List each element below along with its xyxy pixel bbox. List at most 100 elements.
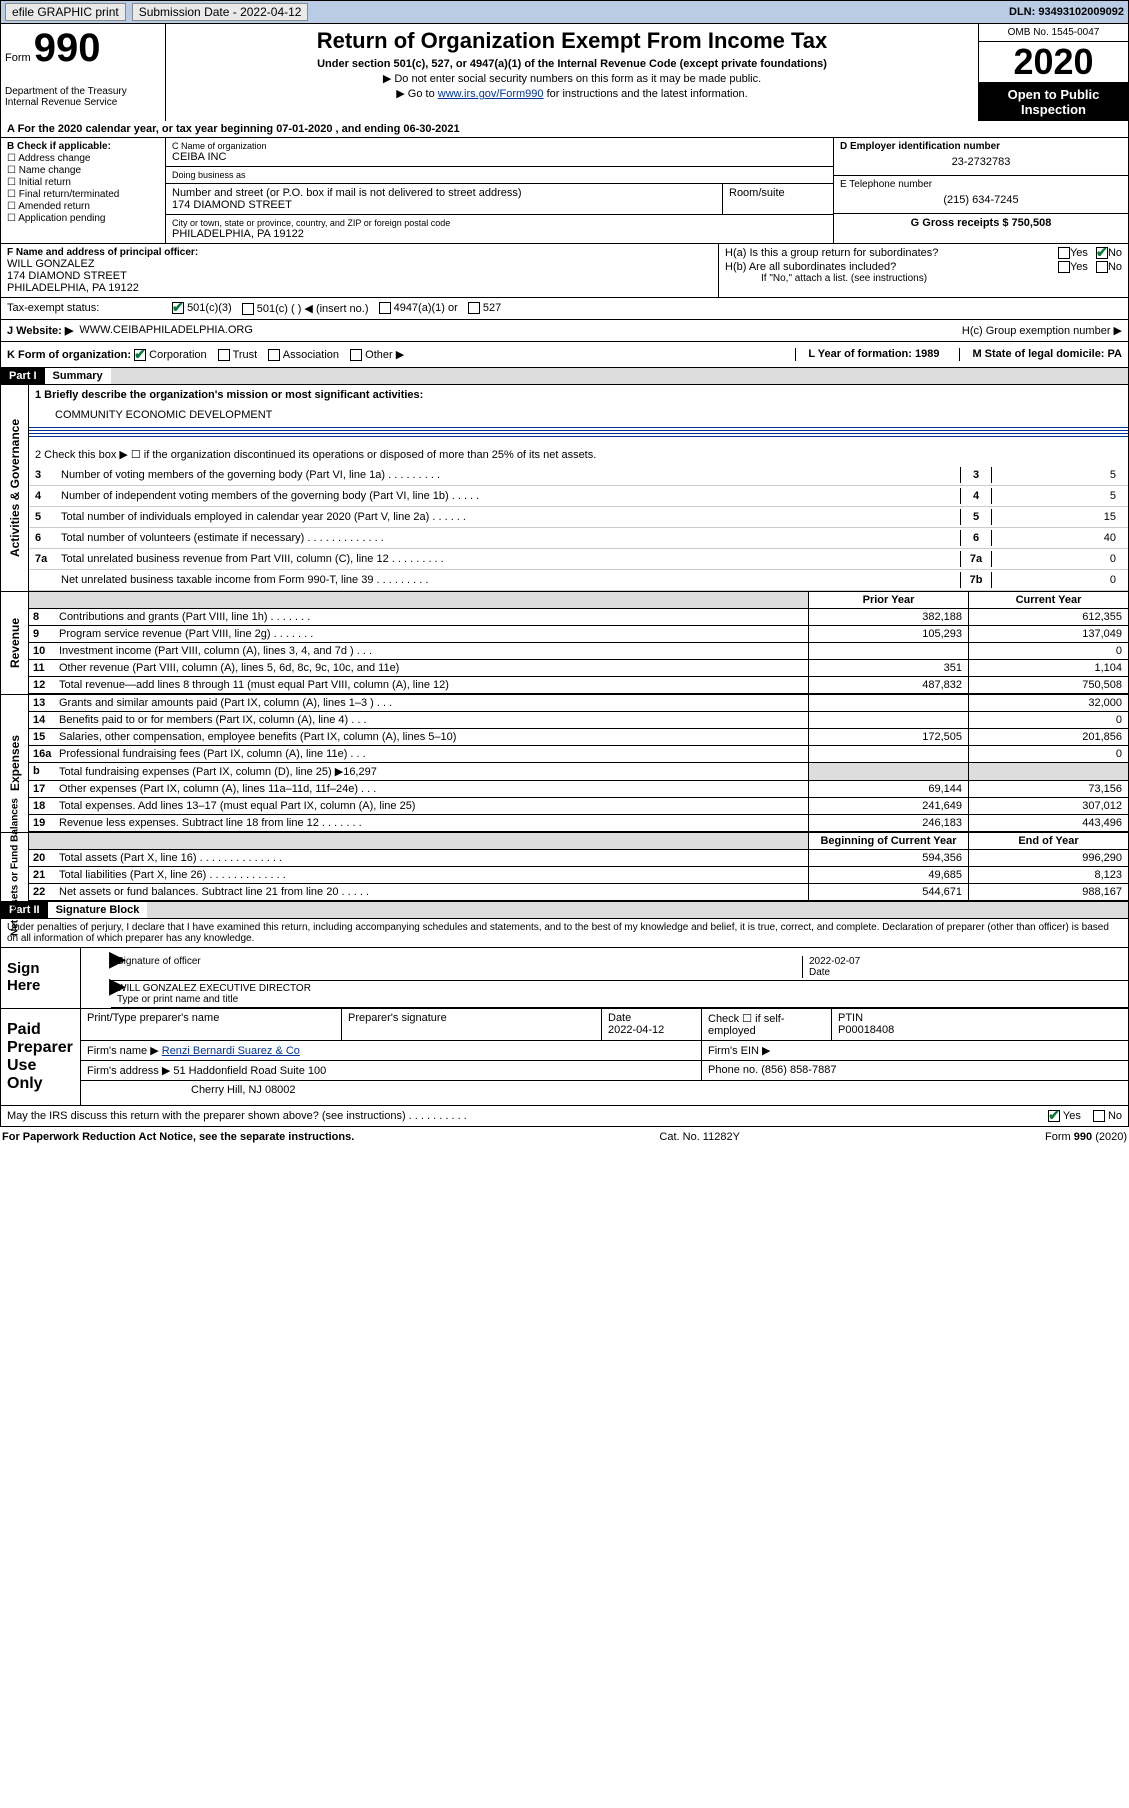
state-domicile: M State of legal domicile: PA: [959, 348, 1122, 361]
discuss-yes[interactable]: [1048, 1110, 1060, 1122]
summary-line: Net unrelated business taxable income fr…: [29, 570, 1128, 591]
sign-here-label: Sign Here: [1, 948, 81, 1008]
prep-date: Date 2022-04-12: [601, 1009, 701, 1040]
side-rev: Revenue: [8, 618, 22, 668]
netassets-section: Net Assets or Fund Balances Beginning of…: [0, 833, 1129, 902]
table-row: 8Contributions and grants (Part VIII, li…: [29, 609, 1128, 626]
efile-button[interactable]: efile GRAPHIC print: [5, 3, 126, 21]
form-number: 990: [34, 26, 101, 70]
page-footer: For Paperwork Reduction Act Notice, see …: [0, 1127, 1129, 1147]
table-row: 15Salaries, other compensation, employee…: [29, 729, 1128, 746]
hb-no[interactable]: [1096, 261, 1108, 273]
side-na: Net Assets or Fund Balances: [9, 798, 20, 936]
box-f: F Name and address of principal officer:…: [1, 244, 718, 297]
expenses-section: Expenses 13Grants and similar amounts pa…: [0, 695, 1129, 833]
firm-name-link[interactable]: Renzi Bernardi Suarez & Co: [162, 1045, 300, 1057]
right-header-box: OMB No. 1545-0047 2020 Open to Public In…: [978, 24, 1128, 121]
form-header: Form 990 Department of the Treasury Inte…: [0, 24, 1129, 121]
prep-selfemp: Check ☐ if self-employed: [701, 1009, 831, 1040]
chk-trust[interactable]: [218, 349, 230, 361]
side-ag: Activities & Governance: [8, 419, 22, 557]
ha-yes[interactable]: [1058, 247, 1070, 259]
ha-no[interactable]: [1096, 247, 1108, 259]
summary-line: 7aTotal unrelated business revenue from …: [29, 549, 1128, 570]
chk-527[interactable]: [468, 302, 480, 314]
chk-application-pending[interactable]: ☐ Application pending: [7, 213, 159, 224]
prep-name-label: Print/Type preparer's name: [81, 1009, 341, 1040]
table-row: 11Other revenue (Part VIII, column (A), …: [29, 660, 1128, 677]
k-row: K Form of organization: Corporation Trus…: [0, 342, 1129, 368]
city-label: City or town, state or province, country…: [172, 218, 827, 228]
form-number-box: Form 990 Department of the Treasury Inte…: [1, 24, 166, 121]
table-row: 16aProfessional fundraising fees (Part I…: [29, 746, 1128, 763]
table-row: bTotal fundraising expenses (Part IX, co…: [29, 763, 1128, 781]
table-row: 20Total assets (Part X, line 16) . . . .…: [29, 850, 1128, 867]
officer-addr2: PHILADELPHIA, PA 19122: [7, 282, 712, 294]
year-formation: L Year of formation: 1989: [795, 348, 939, 361]
firm-phone: Phone no. (856) 858-7887: [701, 1061, 1128, 1080]
sig-officer-label: Signature of officer: [117, 956, 802, 978]
hdr-current: Current Year: [968, 592, 1128, 608]
chk-amended-return[interactable]: ☐ Amended return: [7, 201, 159, 212]
prep-ptin: PTIN P00018408: [831, 1009, 1128, 1040]
table-row: 14Benefits paid to or for members (Part …: [29, 712, 1128, 729]
table-row: 12Total revenue—add lines 8 through 11 (…: [29, 677, 1128, 694]
chk-initial-return[interactable]: ☐ Initial return: [7, 177, 159, 188]
title-box: Return of Organization Exempt From Incom…: [166, 24, 978, 121]
phone-label: E Telephone number: [840, 179, 1122, 190]
website-value: WWW.CEIBAPHILADELPHIA.ORG: [79, 324, 253, 337]
arrow-icon: ▶: [109, 973, 126, 999]
box-b: B Check if applicable: ☐ Address change …: [1, 138, 166, 243]
gross-receipts: G Gross receipts $ 750,508: [840, 217, 1122, 229]
table-row: 19Revenue less expenses. Subtract line 1…: [29, 815, 1128, 832]
footer-left: For Paperwork Reduction Act Notice, see …: [2, 1131, 354, 1143]
section-fh: F Name and address of principal officer:…: [0, 244, 1129, 298]
paid-preparer-label: Paid Preparer Use Only: [1, 1009, 81, 1105]
chk-assoc[interactable]: [268, 349, 280, 361]
firm-ein: Firm's EIN ▶: [701, 1041, 1128, 1060]
chk-other[interactable]: [350, 349, 362, 361]
table-row: 22Net assets or fund balances. Subtract …: [29, 884, 1128, 901]
chk-corp[interactable]: [134, 349, 146, 361]
part2-title: Signature Block: [48, 902, 148, 918]
ein-value: 23-2732783: [840, 152, 1122, 172]
hb-yes[interactable]: [1058, 261, 1070, 273]
street-value: 174 DIAMOND STREET: [172, 199, 716, 211]
arrow-icon: ▶: [109, 946, 126, 972]
discuss-row: May the IRS discuss this return with the…: [0, 1106, 1129, 1127]
hdr-eoy: End of Year: [968, 833, 1128, 849]
dept-label: Department of the Treasury Internal Reve…: [5, 86, 161, 108]
chk-name-change[interactable]: ☐ Name change: [7, 165, 159, 176]
table-row: 21Total liabilities (Part X, line 26) . …: [29, 867, 1128, 884]
chk-501c[interactable]: [242, 303, 254, 315]
chk-final-return[interactable]: ☐ Final return/terminated: [7, 189, 159, 200]
box-h: H(a) Is this a group return for subordin…: [718, 244, 1128, 297]
part2-bar: Part II Signature Block: [0, 902, 1129, 919]
chk-4947[interactable]: [379, 302, 391, 314]
table-row: 9Program service revenue (Part VIII, lin…: [29, 626, 1128, 643]
form-subtitle: Under section 501(c), 527, or 4947(a)(1)…: [174, 58, 970, 70]
discuss-no[interactable]: [1093, 1110, 1105, 1122]
year-line-a: A For the 2020 calendar year, or tax yea…: [0, 121, 1129, 138]
form-title: Return of Organization Exempt From Incom…: [174, 28, 970, 54]
summary-line: 6Total number of volunteers (estimate if…: [29, 528, 1128, 549]
prep-sig-label: Preparer's signature: [341, 1009, 601, 1040]
form990-link[interactable]: www.irs.gov/Form990: [438, 88, 544, 100]
org-name-label: C Name of organization: [172, 141, 827, 151]
summary-line: 4Number of independent voting members of…: [29, 486, 1128, 507]
activities-governance: Activities & Governance 1 Briefly descri…: [0, 385, 1129, 592]
tax-year: 2020: [979, 42, 1128, 83]
paid-preparer-section: Paid Preparer Use Only Print/Type prepar…: [0, 1009, 1129, 1106]
org-name: CEIBA INC: [172, 151, 827, 163]
submission-date-button[interactable]: Submission Date - 2022-04-12: [132, 3, 309, 21]
part1-hdr: Part I: [1, 368, 45, 384]
omb-number: OMB No. 1545-0047: [979, 24, 1128, 42]
table-row: 17Other expenses (Part IX, column (A), l…: [29, 781, 1128, 798]
part1-bar: Part I Summary: [0, 368, 1129, 385]
mission: COMMUNITY ECONOMIC DEVELOPMENT: [35, 409, 1122, 421]
chk-501c3[interactable]: [172, 302, 184, 314]
hb-label: H(b) Are all subordinates included?: [725, 261, 1058, 273]
website-label: J Website: ▶: [7, 324, 73, 337]
part1-title: Summary: [45, 368, 111, 384]
chk-address-change[interactable]: ☐ Address change: [7, 153, 159, 164]
